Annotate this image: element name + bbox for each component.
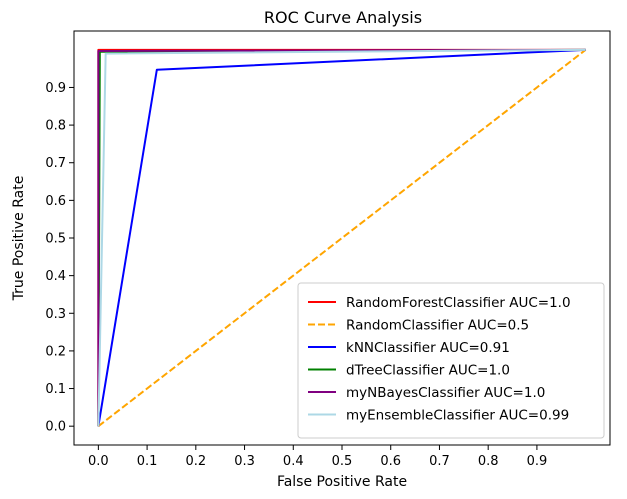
y-tick-label: 0.3 <box>45 307 66 322</box>
x-tick-label: 0.9 <box>527 454 548 469</box>
y-axis-ticks: 0.0 0.1 0.2 0.3 0.4 0.5 0.6 0.7 0.8 0.9 <box>45 81 74 435</box>
y-tick-label: 0.8 <box>45 119 66 134</box>
series-line-randomclassifier <box>97 49 587 427</box>
x-tick-label: 0.2 <box>185 454 206 469</box>
series-line-myensembleclassifier <box>97 48 586 427</box>
y-tick-label: 0.6 <box>45 194 66 209</box>
x-axis-label: False Positive Rate <box>277 474 407 490</box>
legend-label: myEnsembleClassifier AUC=0.99 <box>346 408 569 424</box>
legend-label: myNBayesClassifier AUC=1.0 <box>346 385 545 401</box>
x-tick-label: 0.0 <box>88 454 109 469</box>
legend-label: RandomForestClassifier AUC=1.0 <box>346 295 571 311</box>
x-tick-label: 0.7 <box>429 454 450 469</box>
x-axis-ticks: 0.0 0.1 0.2 0.3 0.4 0.5 0.6 0.7 0.8 0.9 <box>88 445 547 469</box>
y-tick-label: 0.2 <box>45 344 66 359</box>
x-tick-label: 0.6 <box>380 454 401 469</box>
legend-label: dTreeClassifier AUC=1.0 <box>346 363 510 379</box>
y-tick-label: 0.0 <box>45 420 66 435</box>
series-layer <box>97 48 587 427</box>
y-tick-label: 0.5 <box>45 232 66 247</box>
x-tick-label: 0.8 <box>478 454 499 469</box>
legend-label: RandomClassifier AUC=0.5 <box>346 318 529 334</box>
x-tick-label: 0.3 <box>234 454 255 469</box>
y-tick-label: 0.4 <box>45 269 66 284</box>
legend-entries: RandomForestClassifier AUC=1.0 RandomClas… <box>308 295 571 424</box>
y-tick-label: 0.1 <box>45 382 66 397</box>
legend: RandomForestClassifier AUC=1.0 RandomClas… <box>297 282 605 439</box>
x-tick-label: 0.1 <box>137 454 158 469</box>
y-tick-label: 0.9 <box>45 81 66 96</box>
series-line-knnclassifier <box>97 48 586 427</box>
x-tick-label: 0.4 <box>283 454 304 469</box>
x-tick-label: 0.5 <box>332 454 353 469</box>
legend-label: kNNClassifier AUC=0.91 <box>346 340 510 356</box>
y-tick-label: 0.7 <box>45 156 66 171</box>
chart-title: ROC Curve Analysis <box>264 8 422 27</box>
legend-box <box>297 282 605 439</box>
y-axis-label: True Positive Rate <box>11 176 27 302</box>
